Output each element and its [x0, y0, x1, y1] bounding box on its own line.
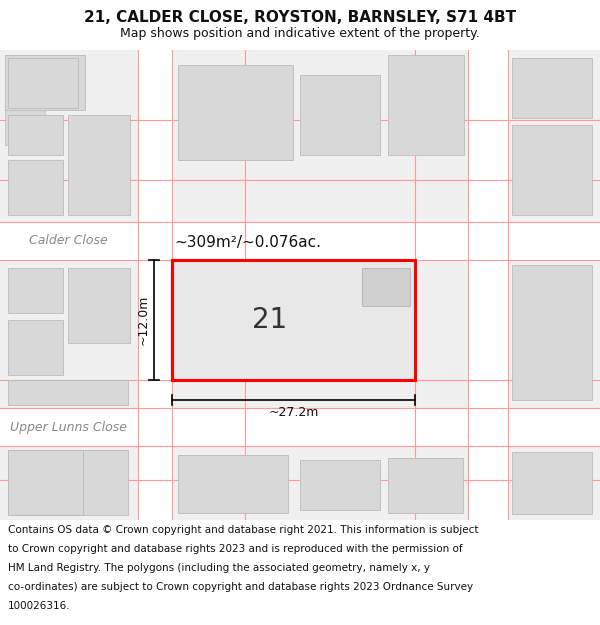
Bar	[8, 320, 63, 375]
Text: to Crown copyright and database rights 2023 and is reproduced with the permissio: to Crown copyright and database rights 2…	[8, 544, 463, 554]
Bar	[5, 55, 85, 110]
Bar	[8, 450, 128, 515]
Text: Map shows position and indicative extent of the property.: Map shows position and indicative extent…	[120, 27, 480, 40]
Bar	[178, 455, 288, 513]
Text: 100026316.: 100026316.	[8, 601, 71, 611]
Text: co-ordinates) are subject to Crown copyright and database rights 2023 Ordnance S: co-ordinates) are subject to Crown copyr…	[8, 582, 473, 592]
Bar	[8, 160, 63, 215]
Bar	[0, 222, 600, 260]
Text: 21, CALDER CLOSE, ROYSTON, BARNSLEY, S71 4BT: 21, CALDER CLOSE, ROYSTON, BARNSLEY, S71…	[84, 10, 516, 25]
Bar	[0, 408, 600, 446]
Bar	[178, 65, 293, 160]
Bar	[512, 265, 592, 400]
Bar	[8, 380, 128, 405]
Bar	[138, 50, 172, 520]
Bar	[388, 55, 464, 155]
Text: Upper Lunns Close: Upper Lunns Close	[10, 421, 127, 434]
Bar	[8, 450, 83, 515]
Text: HM Land Registry. The polygons (including the associated geometry, namely x, y: HM Land Registry. The polygons (includin…	[8, 563, 430, 573]
Bar	[300, 460, 380, 510]
Text: ~27.2m: ~27.2m	[268, 406, 319, 419]
Bar	[172, 260, 415, 380]
Bar	[8, 58, 78, 108]
Bar	[8, 268, 63, 313]
Bar	[468, 50, 508, 520]
Bar	[388, 458, 463, 513]
Text: Contains OS data © Crown copyright and database right 2021. This information is : Contains OS data © Crown copyright and d…	[8, 525, 479, 535]
Bar	[5, 55, 85, 110]
Text: ~12.0m: ~12.0m	[137, 295, 150, 345]
Bar	[300, 75, 380, 155]
Bar	[8, 115, 63, 155]
Bar	[512, 125, 592, 215]
Bar	[68, 268, 130, 343]
Bar	[512, 58, 592, 118]
Bar	[512, 452, 592, 514]
Text: Calder Close: Calder Close	[29, 234, 107, 248]
Bar	[5, 55, 45, 145]
Bar	[362, 268, 410, 306]
Bar	[68, 115, 130, 215]
Text: ~309m²/~0.076ac.: ~309m²/~0.076ac.	[174, 235, 321, 250]
Text: 21: 21	[252, 306, 287, 334]
